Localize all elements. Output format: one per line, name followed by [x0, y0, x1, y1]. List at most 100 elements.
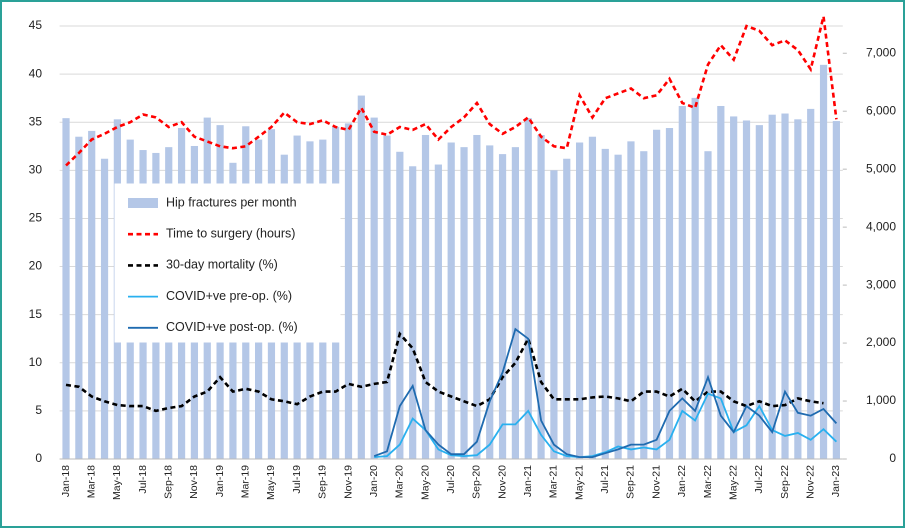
- bar: [88, 130, 96, 460]
- x-tick-label: Jan-20: [368, 465, 380, 497]
- x-tick-label: Jul-18: [137, 465, 149, 494]
- bar: [62, 118, 70, 459]
- bar: [601, 148, 609, 459]
- bar: [383, 135, 391, 460]
- x-tick-label: Sep-21: [625, 465, 637, 499]
- bar: [460, 147, 468, 459]
- bar: [511, 147, 519, 459]
- x-tick-label: May-21: [573, 465, 585, 500]
- line: [65, 16, 838, 167]
- x-tick-label: May-18: [111, 465, 123, 500]
- bar: [755, 125, 763, 459]
- bar: [434, 164, 442, 460]
- bar: [563, 158, 571, 459]
- bar: [537, 134, 545, 460]
- y-tick-label: 30: [29, 163, 43, 177]
- y-tick-label: 45: [29, 18, 43, 32]
- bar: [730, 116, 738, 459]
- y-tick-label: 0: [35, 451, 42, 465]
- legend-label: COVID+ve pre-op. (%): [166, 289, 292, 303]
- x-tick-label: Jul-22: [753, 465, 765, 494]
- x-tick-label: Nov-19: [342, 465, 354, 499]
- x-tick-label: Mar-22: [702, 465, 714, 498]
- bar: [807, 108, 815, 459]
- y-tick-label: 5: [35, 403, 42, 417]
- x-tick-label: Jan-22: [676, 465, 688, 497]
- bar: [819, 64, 828, 460]
- x-tick-label: Mar-18: [85, 465, 97, 498]
- bar: [409, 166, 417, 460]
- x-tick-label: Jan-23: [830, 465, 842, 497]
- x-tick-label: May-20: [419, 465, 431, 500]
- x-tick-label: Mar-20: [394, 465, 406, 498]
- bar: [678, 105, 686, 459]
- x-tick-label: Mar-21: [548, 465, 560, 498]
- x-tick-label: Sep-19: [317, 465, 329, 499]
- bar: [473, 134, 481, 460]
- bar: [100, 158, 109, 459]
- legend: Hip fractures per month Time to surgery (…: [114, 183, 341, 343]
- bar: [588, 136, 597, 460]
- bar: [691, 97, 699, 460]
- x-tick-label: Jan-19: [214, 465, 226, 497]
- bar: [447, 142, 455, 459]
- bar: [75, 136, 83, 460]
- bar: [640, 151, 648, 459]
- bar: [421, 134, 430, 460]
- x-tick-label: Jul-20: [445, 465, 457, 494]
- bar: [832, 121, 840, 459]
- x-tick-label: Mar-19: [240, 465, 252, 498]
- y2-tick-label: 2,000: [866, 335, 896, 349]
- bar: [357, 95, 365, 460]
- x-tick-label: Sep-18: [163, 465, 175, 499]
- bar: [717, 105, 725, 459]
- bar: [704, 151, 712, 459]
- y-tick-label: 40: [29, 66, 43, 80]
- bar: [486, 145, 494, 459]
- axes: 0 5 10 15 20 25 30 35 40 45 0 1,000 2,000 3,000 4,000 5…: [29, 18, 897, 500]
- bar: [550, 170, 558, 460]
- bar: [614, 154, 622, 459]
- bar: [575, 142, 584, 459]
- legend-label: Time to surgery (hours): [166, 226, 295, 240]
- y-tick-label: 15: [29, 307, 43, 321]
- bar: [524, 118, 532, 459]
- x-tick-label: Nov-20: [496, 465, 508, 499]
- y-tick-label: 20: [29, 259, 43, 273]
- line: [65, 331, 824, 413]
- y2-tick-label: 7,000: [866, 45, 896, 59]
- legend-label: 30-day mortality (%): [166, 258, 278, 272]
- legend-label: COVID+ve post-op. (%): [166, 320, 298, 334]
- y2-tick-label: 3,000: [866, 277, 896, 291]
- line: [373, 327, 838, 458]
- x-tick-label: Nov-18: [188, 465, 200, 499]
- x-tick-label: May-19: [265, 465, 277, 500]
- y2-tick-label: 4,000: [866, 219, 896, 233]
- y2-tick-label: 6,000: [866, 103, 896, 117]
- x-tick-label: Jan-21: [522, 465, 534, 497]
- x-tick-label: May-22: [727, 465, 739, 500]
- x-tick-label: Nov-21: [650, 465, 662, 499]
- bar: [781, 113, 789, 460]
- x-tick-label: Sep-20: [471, 465, 483, 499]
- bar: [665, 128, 674, 459]
- legend-swatch: [128, 198, 158, 208]
- bar: [794, 119, 802, 459]
- y-tick-label: 25: [29, 211, 43, 225]
- bar: [742, 120, 751, 459]
- bar: [498, 154, 507, 459]
- bar: [344, 123, 353, 459]
- y2-tick-label: 5,000: [866, 161, 896, 175]
- x-tick-label: Jul-21: [599, 465, 611, 494]
- x-tick-label: Nov-22: [804, 465, 816, 499]
- legend-label: Hip fractures per month: [166, 195, 297, 209]
- y-tick-label: 10: [29, 355, 43, 369]
- bar: [396, 151, 404, 459]
- x-tick-label: Jan-18: [60, 465, 72, 497]
- bar: [627, 141, 635, 459]
- x-tick-label: Sep-22: [779, 465, 791, 499]
- y2-tick-label: 1,000: [866, 393, 896, 407]
- y-tick-label: 35: [29, 114, 43, 128]
- bar: [370, 117, 378, 459]
